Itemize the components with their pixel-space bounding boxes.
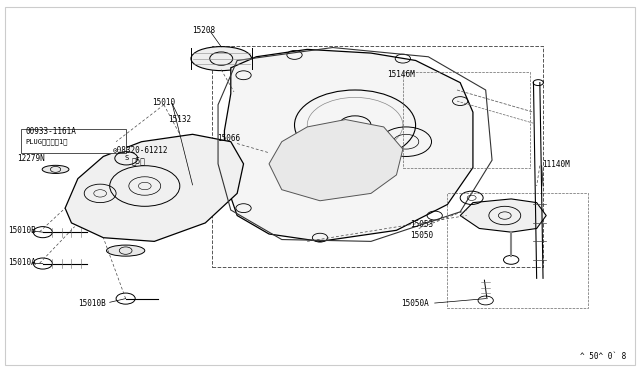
Text: 15053: 15053 — [410, 220, 434, 229]
Ellipse shape — [42, 165, 69, 173]
Text: PLUGブラグ（1）: PLUGブラグ（1） — [26, 138, 68, 145]
Text: 00933-1161A: 00933-1161A — [26, 127, 76, 136]
Bar — [212, 46, 543, 267]
Polygon shape — [225, 49, 473, 241]
Bar — [403, 71, 531, 167]
Text: 12279N: 12279N — [17, 154, 45, 163]
Bar — [447, 193, 588, 308]
Text: 15050A: 15050A — [401, 299, 429, 308]
Text: （5）: （5） — [132, 156, 146, 166]
Text: 11140M: 11140M — [541, 160, 570, 170]
FancyBboxPatch shape — [20, 129, 125, 153]
Text: 15010A: 15010A — [8, 258, 35, 267]
Ellipse shape — [191, 46, 252, 71]
Text: ⊙08320-61212: ⊙08320-61212 — [113, 147, 168, 155]
Text: 15066: 15066 — [217, 134, 240, 143]
Text: 15132: 15132 — [168, 115, 191, 124]
Polygon shape — [65, 134, 244, 241]
Text: 15010B: 15010B — [8, 226, 35, 235]
Text: 15208: 15208 — [193, 26, 216, 35]
Text: 15050: 15050 — [410, 231, 434, 240]
Text: ^ 50^ 0` 8: ^ 50^ 0` 8 — [580, 352, 626, 361]
Text: 15146M: 15146M — [387, 70, 415, 79]
Polygon shape — [460, 199, 546, 232]
Ellipse shape — [106, 245, 145, 256]
Text: S: S — [124, 155, 129, 161]
Text: 15010: 15010 — [152, 99, 175, 108]
Polygon shape — [269, 119, 403, 201]
Text: 15010B: 15010B — [78, 299, 106, 308]
